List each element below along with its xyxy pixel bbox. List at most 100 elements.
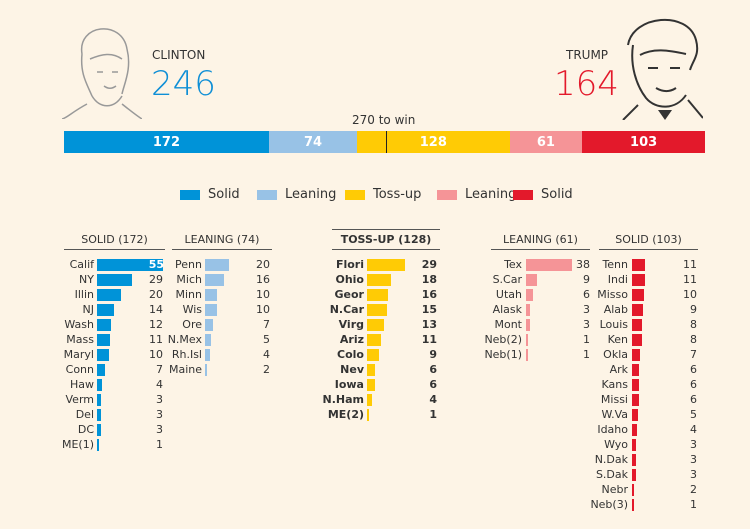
state-name: Del (75, 408, 94, 421)
state-bar (367, 289, 388, 301)
state-name: Flori (335, 258, 364, 271)
state-bar (205, 274, 225, 286)
state-row: Nebr 2 (0, 483, 750, 498)
state-row: Virg 13 (0, 318, 750, 333)
state-row: Maine 2 (0, 363, 750, 378)
state-bar (205, 259, 229, 271)
state-value: 9 (583, 273, 590, 286)
state-bar (97, 259, 163, 271)
state-value: 20 (149, 288, 163, 301)
state-row: Del 3 (0, 408, 750, 423)
state-value: 6 (690, 363, 697, 376)
state-bar (367, 349, 379, 361)
state-row: N.Mex 5 (0, 333, 750, 348)
summary-segment-2: 128 (357, 131, 510, 153)
trump-name: TRUMP (566, 48, 609, 62)
state-value: 1 (156, 438, 163, 451)
state-row: Utah 6 (0, 288, 750, 303)
column-header: TOSS-UP (128) (332, 229, 440, 250)
state-bar (367, 364, 375, 376)
state-name: Wis (182, 303, 202, 316)
state-name: N.Car (329, 303, 364, 316)
state-row: Colo 9 (0, 348, 750, 363)
state-row: Conn 7 (0, 363, 750, 378)
state-row: N.Car 15 (0, 303, 750, 318)
state-row: N.Dak 3 (0, 453, 750, 468)
legend-label: Leaning (285, 187, 337, 202)
legend-swatch (437, 189, 457, 200)
state-row: Neb(1) 1 (0, 348, 750, 363)
state-bar (526, 289, 534, 301)
state-value: 16 (421, 288, 437, 301)
legend-label: Solid (541, 187, 573, 202)
state-bar (97, 349, 109, 361)
state-value: 18 (421, 273, 437, 286)
state-name: Mich (176, 273, 202, 286)
state-value: 3 (690, 453, 697, 466)
state-row: Louis 8 (0, 318, 750, 333)
state-row: Minn 10 (0, 288, 750, 303)
state-value: 15 (421, 303, 437, 316)
state-name: ME(1) (61, 438, 94, 451)
state-name: Mont (494, 318, 522, 331)
state-row: Rh.Isl 4 (0, 348, 750, 363)
state-bar (367, 379, 375, 391)
state-row: Tenn 11 (0, 258, 750, 273)
state-bar (632, 409, 638, 421)
state-name: Okla (603, 348, 628, 361)
state-row: W.Va 5 (0, 408, 750, 423)
state-name: Haw (69, 378, 94, 391)
state-row: Ark 6 (0, 363, 750, 378)
summary-segment-3: 61 (509, 131, 583, 153)
state-name: Maine (168, 363, 202, 376)
state-name: N.Mex (167, 333, 202, 346)
state-row: Calif 55 (0, 258, 750, 273)
state-value: 1 (583, 348, 590, 361)
state-row: Verm 3 (0, 393, 750, 408)
state-row: Alask 3 (0, 303, 750, 318)
state-name: Ark (609, 363, 628, 376)
state-name: Nev (340, 363, 364, 376)
state-value: 6 (429, 363, 437, 376)
state-value: 6 (690, 393, 697, 406)
state-name: NY (79, 273, 94, 286)
state-bar (205, 334, 211, 346)
state-value: 8 (690, 333, 697, 346)
state-name: Calif (69, 258, 94, 271)
state-name: Alab (603, 303, 628, 316)
state-row: Neb(2) 1 (0, 333, 750, 348)
state-bar (367, 319, 385, 331)
state-value: 4 (263, 348, 270, 361)
state-name: Neb(3) (590, 498, 628, 511)
state-row: NY 29 (0, 273, 750, 288)
summary-segment-0: 172 (64, 131, 269, 153)
state-value: 14 (149, 303, 163, 316)
state-row: Wash 12 (0, 318, 750, 333)
state-value: 7 (156, 363, 163, 376)
threshold-line (385, 131, 387, 153)
state-name: Ken (607, 333, 628, 346)
state-row: Haw 4 (0, 378, 750, 393)
state-name: W.Va (601, 408, 628, 421)
state-row: Indi 11 (0, 273, 750, 288)
state-row: Geor 16 (0, 288, 750, 303)
legend-label: Toss-up (373, 187, 422, 202)
state-name: ME(2) (327, 408, 364, 421)
state-name: Alask (492, 303, 522, 316)
state-row: Wyo 3 (0, 438, 750, 453)
column-header: SOLID (172) (64, 233, 165, 250)
state-bar (632, 439, 636, 451)
state-name: Ohio (335, 273, 364, 286)
state-bar (205, 349, 210, 361)
state-value: 9 (429, 348, 437, 361)
state-value: 3 (583, 303, 590, 316)
state-bar (526, 319, 530, 331)
state-name: Louis (599, 318, 628, 331)
state-bar (632, 379, 640, 391)
state-bar (526, 304, 530, 316)
state-value: 10 (256, 303, 270, 316)
state-bar (526, 274, 537, 286)
threshold-label: 270 to win (352, 113, 416, 127)
state-value: 6 (690, 378, 697, 391)
